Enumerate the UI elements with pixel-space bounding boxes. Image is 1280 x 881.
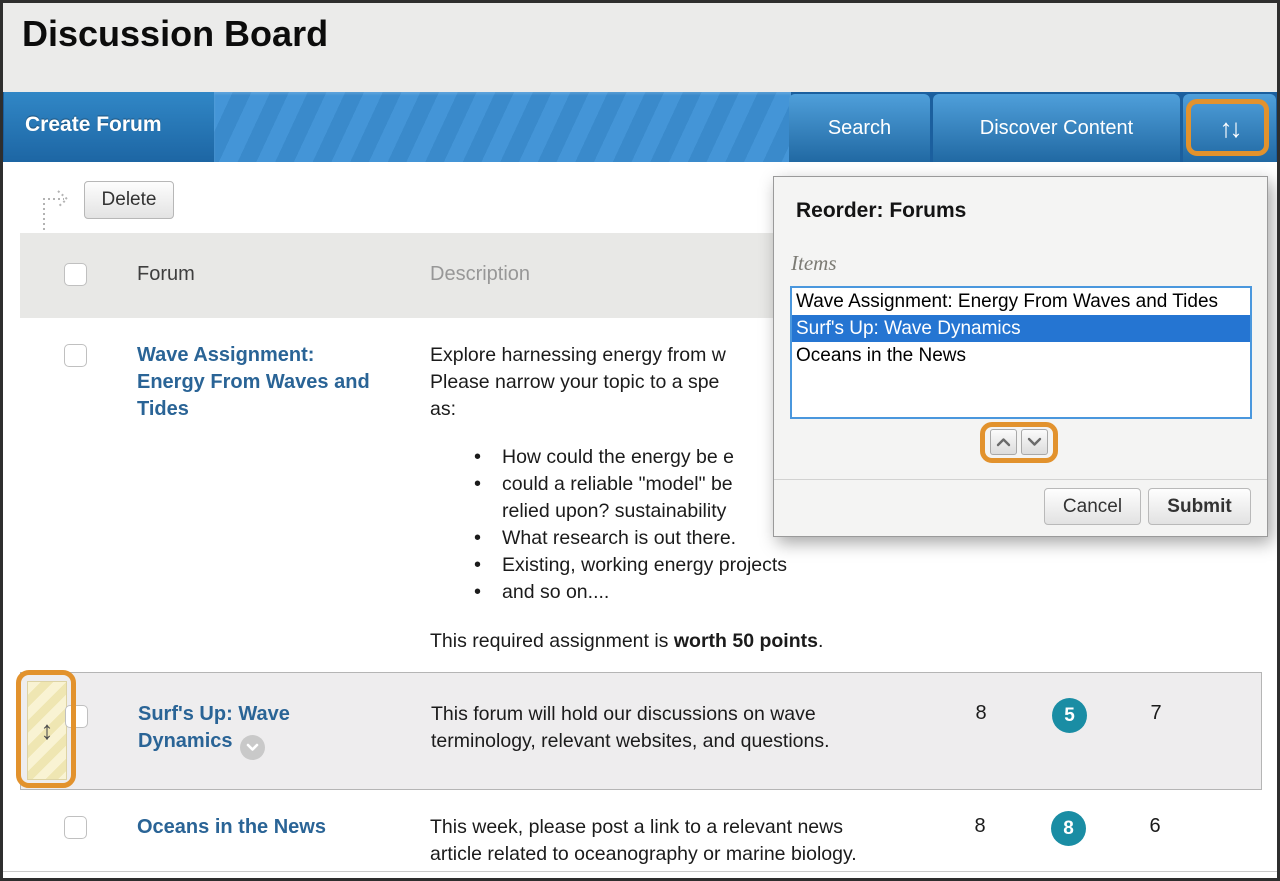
create-forum-label: Create Forum <box>25 113 162 136</box>
points-note: This required assignment is worth 50 poi… <box>430 630 823 653</box>
forum-options-menu-button[interactable] <box>239 735 265 760</box>
description-column-header: Description <box>430 263 531 285</box>
discover-content-button[interactable]: Discover Content <box>933 94 1180 162</box>
create-forum-button[interactable]: Create Forum <box>4 92 214 162</box>
delete-label: Delete <box>101 189 157 210</box>
up-down-arrow-icon: ↕ <box>40 715 54 745</box>
move-up-button[interactable] <box>990 429 1017 455</box>
reorder-icon: ↑↓ <box>1219 112 1243 143</box>
forum-link-wave-assignment[interactable]: Wave Assignment: Energy From Waves and T… <box>137 344 370 420</box>
chevron-up-icon <box>996 438 1011 447</box>
bullet-item: How could the energy be e <box>430 444 990 471</box>
chevron-down-icon <box>1027 437 1042 446</box>
description-line: terminology, relevant websites, and ques… <box>431 730 830 752</box>
forum-description: Explore harnessing energy from w Please … <box>430 342 990 423</box>
items-label: Items <box>791 251 837 275</box>
table-row: Oceans in the News This week, please pos… <box>20 790 1262 873</box>
forum-link-label: Surf's Up: Wave Dynamics <box>138 703 290 752</box>
move-down-button[interactable] <box>1021 429 1048 455</box>
discover-content-label: Discover Content <box>979 116 1134 139</box>
forum-description: This forum will hold our discussions on … <box>431 701 991 755</box>
bullet-text: How could the energy be e <box>502 446 734 468</box>
bullet-item: What research is out there. <box>430 525 990 552</box>
submit-button[interactable]: Submit <box>1148 488 1251 525</box>
forum-column-header: Forum <box>137 263 195 285</box>
bullet-item: and so on.... <box>430 579 990 606</box>
description-line: Explore harnessing energy from w <box>430 344 726 366</box>
description-line: as: <box>430 398 457 420</box>
page-title: Discussion Board <box>22 13 329 54</box>
bullet-text: could a reliable "model" be <box>502 473 733 495</box>
bullet-item: Existing, working energy projects <box>430 552 990 579</box>
bullet-item: could a reliable "model" be relied upon?… <box>430 471 990 525</box>
delete-hint-arrow-icon <box>43 190 69 235</box>
description-line: article related to oceanography or marin… <box>430 843 857 865</box>
stat-count: 6 <box>1149 815 1161 837</box>
badge-value: 8 <box>1063 817 1074 839</box>
listbox-option-selected[interactable]: Surf's Up: Wave Dynamics <box>792 315 1250 342</box>
action-bar-hatch-decoration <box>214 92 791 162</box>
bullet-text: and so on.... <box>502 581 610 603</box>
description-line: This week, please post a link to a relev… <box>430 816 843 838</box>
reorder-dialog: Reorder: Forums Items Wave Assignment: E… <box>773 176 1268 537</box>
bullet-text: Existing, working energy projects <box>502 554 788 576</box>
search-button[interactable]: Search <box>789 94 930 162</box>
listbox-option[interactable]: Oceans in the News <box>796 345 967 366</box>
drag-handle[interactable]: ↕ <box>27 681 67 780</box>
chevron-down-icon <box>246 743 258 751</box>
description-line: Please narrow your topic to a spe <box>430 371 720 393</box>
select-all-checkbox[interactable] <box>64 263 87 286</box>
table-bottom-border <box>3 871 1277 872</box>
row-checkbox[interactable] <box>64 344 87 367</box>
page-header: Discussion Board <box>3 3 1277 92</box>
submit-label: Submit <box>1167 495 1232 517</box>
reorder-button[interactable]: ↑↓ <box>1183 94 1276 162</box>
action-bar: Create Forum Search Discover Content ↑↓ <box>3 92 1277 162</box>
points-note-period: . <box>817 630 824 652</box>
forum-link-oceans[interactable]: Oceans in the News <box>137 816 326 838</box>
listbox-option[interactable]: Wave Assignment: Energy From Waves and T… <box>796 291 1219 312</box>
forum-link-surfs-up[interactable]: Surf's Up: Wave Dynamics <box>138 701 353 760</box>
row-checkbox[interactable] <box>65 705 88 728</box>
stat-count: 7 <box>1150 702 1162 724</box>
unread-count-badge[interactable]: 5 <box>1052 698 1087 733</box>
cancel-button[interactable]: Cancel <box>1044 488 1141 525</box>
badge-value: 5 <box>1064 704 1075 726</box>
dialog-title: Reorder: Forums <box>796 199 967 222</box>
search-label: Search <box>827 116 892 139</box>
forum-description: This week, please post a link to a relev… <box>430 814 990 868</box>
unread-count-badge[interactable]: 8 <box>1051 811 1086 846</box>
stat-count: 8 <box>975 702 987 724</box>
stat-count: 8 <box>974 815 986 837</box>
bullet-text: What research is out there. <box>502 527 737 549</box>
points-note-bold: worth 50 points <box>673 630 818 652</box>
points-note-text: This required assignment is <box>430 630 674 652</box>
description-line: This forum will hold our discussions on … <box>431 703 816 725</box>
description-bullet-list: How could the energy be e could a reliab… <box>430 444 990 606</box>
row-checkbox[interactable] <box>64 816 87 839</box>
table-row-selected: ↕ Surf's Up: Wave Dynamics This forum wi… <box>20 672 1262 790</box>
reorder-listbox[interactable]: Wave Assignment: Energy From Waves and T… <box>790 286 1252 419</box>
cancel-label: Cancel <box>1062 495 1123 517</box>
bullet-text: relied upon? sustainability <box>502 500 727 522</box>
dialog-divider <box>774 479 1267 480</box>
delete-button[interactable]: Delete <box>84 181 174 219</box>
